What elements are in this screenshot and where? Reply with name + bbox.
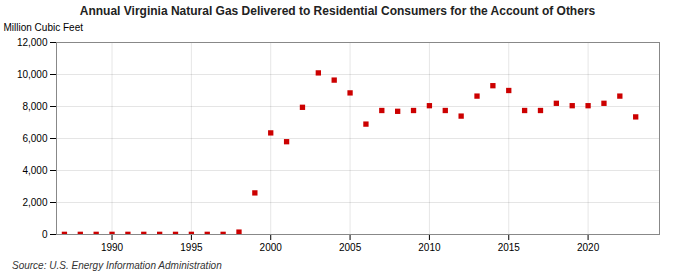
svg-text:10,000: 10,000 — [17, 69, 48, 80]
svg-text:8,000: 8,000 — [22, 101, 47, 112]
svg-text:12,000: 12,000 — [17, 37, 48, 48]
svg-text:Million Cubic Feet: Million Cubic Feet — [4, 22, 84, 33]
svg-text:2015: 2015 — [498, 242, 521, 253]
svg-text:2000: 2000 — [260, 242, 283, 253]
html-text:Annual Virginia Natural Gas De: Annual Virginia Natural Gas Delivered to… — [79, 4, 596, 18]
svg-text:2005: 2005 — [339, 242, 362, 253]
svg-text:0: 0 — [42, 229, 48, 240]
svg-text:1990: 1990 — [101, 242, 124, 253]
svg-text:4,000: 4,000 — [22, 165, 47, 176]
svg-text:6,000: 6,000 — [22, 133, 47, 144]
html-text:Source: U.S. Energy Informatio: Source: U.S. Energy Information Administ… — [12, 260, 222, 271]
svg-text:2010: 2010 — [418, 242, 441, 253]
svg-text:2020: 2020 — [577, 242, 600, 253]
svg-text:1995: 1995 — [180, 242, 203, 253]
svg-text:2,000: 2,000 — [22, 197, 47, 208]
